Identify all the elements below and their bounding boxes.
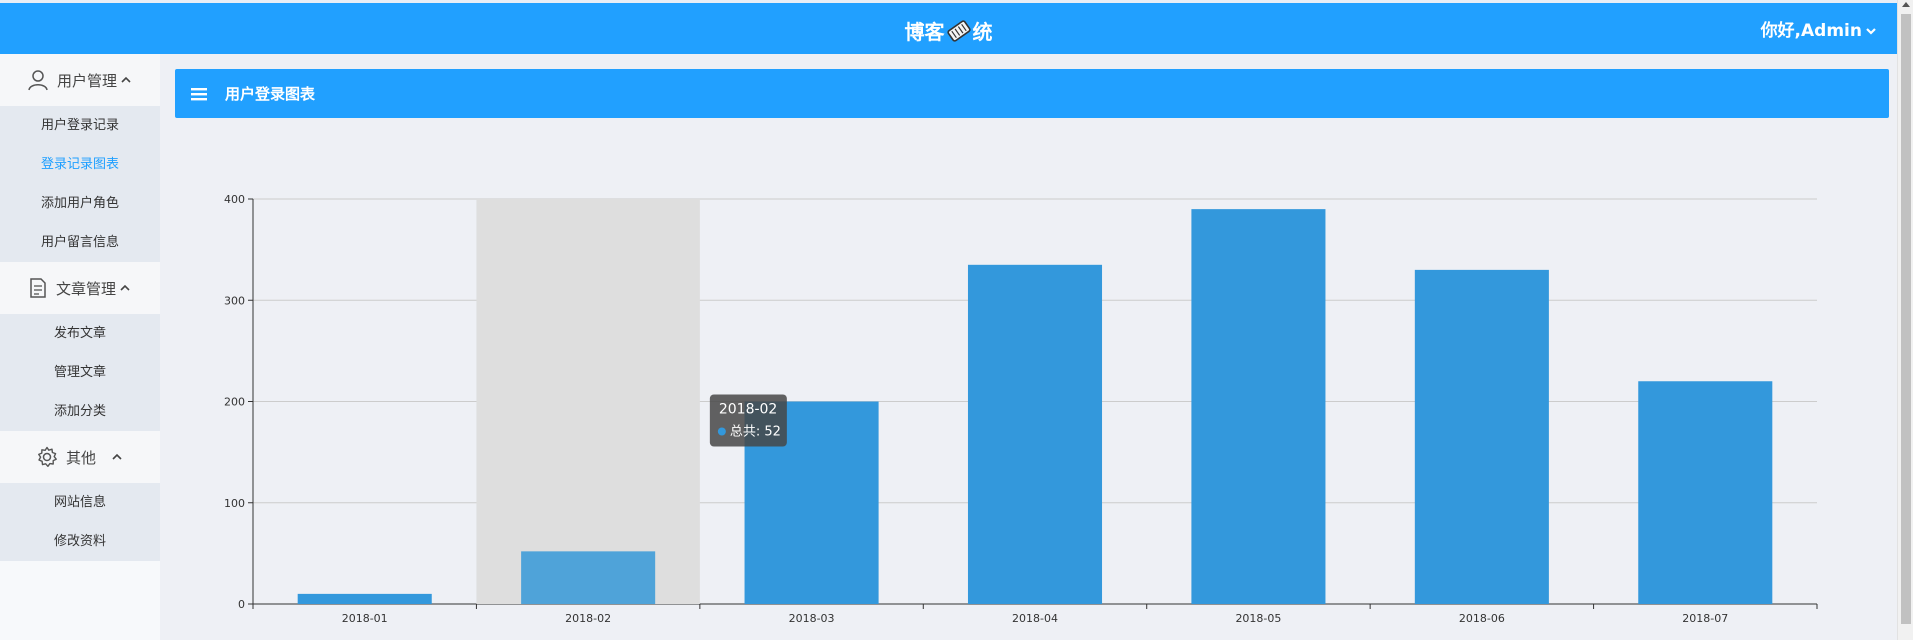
- panel-header: 用户登录图表: [175, 69, 1889, 118]
- sidebar-item-edit-profile[interactable]: 修改资料: [53, 534, 106, 549]
- x-tick-label: 2018-03: [789, 612, 835, 625]
- sidebar-item-login-records[interactable]: 用户登录记录: [40, 118, 119, 133]
- nav-group-items: 网站信息 修改资料: [0, 483, 160, 561]
- bar[interactable]: [967, 264, 1103, 604]
- tooltip-series-dot: [717, 427, 726, 436]
- scroll-up-arrow-icon[interactable]: [1902, 2, 1910, 7]
- nav-group-label: 文章管理: [55, 279, 116, 298]
- bar[interactable]: [1638, 381, 1773, 604]
- tooltip: [709, 394, 787, 447]
- tooltip-title: 2018-02: [719, 402, 778, 418]
- sidebar-item-user-messages[interactable]: 用户留言信息: [40, 235, 119, 250]
- chevron-down-icon: [1866, 28, 1876, 35]
- nav-group-items: 发布文章 管理文章 添加分类: [0, 314, 160, 431]
- bar[interactable]: [521, 551, 656, 604]
- sidebar-item-add-role[interactable]: 添加用户角色: [40, 196, 119, 211]
- y-tick-label: 0: [238, 598, 245, 611]
- gear-icon: [36, 446, 58, 468]
- nav-group-label: 其他: [65, 448, 96, 467]
- sidebar-item-publish-article[interactable]: 发布文章: [53, 326, 106, 341]
- brand-title: 博客 统: [0, 16, 1897, 45]
- y-tick-label: 200: [224, 396, 245, 409]
- user-menu[interactable]: 你好,Admin: [1761, 16, 1877, 41]
- tooltip-value: 总共: 52: [730, 425, 781, 440]
- nav-group-label: 用户管理: [56, 71, 117, 90]
- x-tick-label: 2018-02: [565, 612, 611, 625]
- user-icon: [27, 69, 49, 91]
- main-content: 用户登录图表: [175, 69, 1889, 118]
- brand-text-right: 统: [972, 20, 993, 44]
- sidebar-item-manage-articles[interactable]: 管理文章: [53, 365, 106, 380]
- logo-icon: [946, 19, 971, 42]
- nav-group-other[interactable]: 其他: [0, 431, 160, 483]
- chevron-up-icon: [110, 450, 124, 464]
- x-tick-label: 2018-07: [1682, 612, 1728, 625]
- sidebar: 用户管理 用户登录记录 登录记录图表 添加用户角色 用户留言信息 文章管理 发布…: [0, 54, 160, 640]
- scrollbar-thumb[interactable]: [1901, 14, 1911, 624]
- y-tick-label: 100: [224, 497, 245, 510]
- nav-group-user-management[interactable]: 用户管理: [0, 54, 160, 106]
- chevron-up-icon: [118, 281, 132, 295]
- brand-text-left: 博客: [904, 20, 945, 44]
- scrollbar[interactable]: [1897, 0, 1913, 640]
- sidebar-item-site-info[interactable]: 网站信息: [53, 495, 106, 510]
- x-tick-label: 2018-06: [1459, 612, 1505, 625]
- hover-band: [476, 199, 700, 604]
- y-tick-label: 300: [224, 294, 245, 307]
- x-tick-label: 2018-04: [1012, 612, 1058, 625]
- login-bar-chart: 0 100 200 300 400 2018-01 2018-02 2018-03 2018-0…: [224, 193, 1818, 625]
- nav-group-article-management[interactable]: 文章管理: [0, 262, 160, 314]
- sidebar-item-add-category[interactable]: 添加分类: [53, 404, 106, 419]
- top-bar: 博客 统 你好,Admin: [0, 0, 1897, 54]
- sidebar-item-login-chart[interactable]: 登录记录图表: [40, 157, 119, 172]
- panel-title: 用户登录图表: [225, 85, 316, 103]
- chevron-up-icon: [119, 73, 133, 87]
- hamburger-menu-icon[interactable]: [191, 87, 207, 101]
- bar[interactable]: [1414, 269, 1549, 604]
- user-greeting: 你好,Admin: [1760, 21, 1862, 41]
- y-tick-label: 400: [224, 193, 245, 206]
- bar[interactable]: [297, 593, 432, 604]
- nav-group-items: 用户登录记录 登录记录图表 添加用户角色 用户留言信息: [0, 106, 160, 262]
- x-tick-label: 2018-05: [1235, 612, 1281, 625]
- document-icon: [28, 277, 48, 299]
- x-tick-label: 2018-01: [342, 612, 388, 625]
- bar[interactable]: [1191, 209, 1326, 604]
